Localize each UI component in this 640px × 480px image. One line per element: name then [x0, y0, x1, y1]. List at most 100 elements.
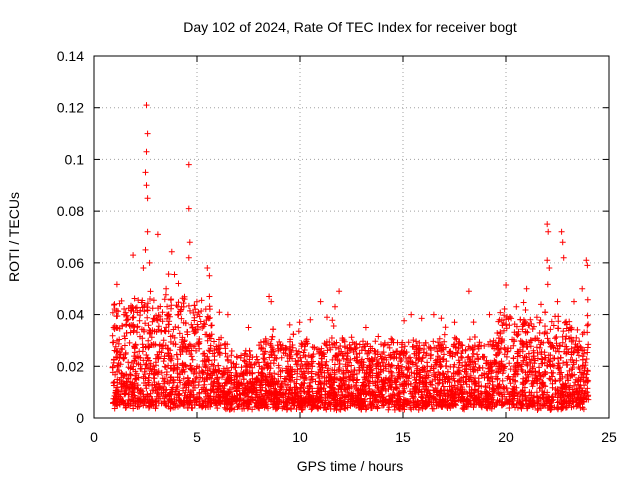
data-point [297, 396, 304, 403]
data-point [221, 383, 228, 389]
data-point [423, 383, 430, 390]
data-point [122, 383, 129, 390]
data-point [434, 359, 441, 366]
data-point [389, 372, 396, 379]
data-point [201, 361, 208, 368]
data-point [563, 383, 570, 390]
chart-title: Day 102 of 2024, Rate Of TEC Index for r… [183, 19, 517, 35]
data-point [353, 354, 360, 361]
data-point [459, 348, 466, 354]
data-point [172, 341, 179, 348]
data-point [348, 334, 355, 341]
data-point [520, 299, 527, 306]
y-tick-label: 0.12 [57, 100, 84, 116]
data-point [486, 377, 493, 384]
data-point [213, 402, 220, 409]
data-point [580, 398, 587, 405]
data-point [296, 319, 303, 326]
data-point [538, 373, 544, 380]
data-point [251, 361, 258, 368]
data-point [513, 303, 520, 310]
data-point [478, 404, 485, 411]
data-point [357, 386, 364, 393]
data-point [185, 161, 192, 168]
data-point [228, 372, 235, 379]
data-point [512, 364, 519, 371]
data-point [358, 362, 365, 369]
data-point [287, 338, 293, 345]
data-point [110, 359, 117, 366]
data-point [287, 384, 294, 391]
data-point [547, 358, 554, 365]
data-point [214, 374, 221, 381]
data-point [236, 385, 242, 392]
data-point [380, 342, 387, 349]
data-point [273, 378, 280, 385]
data-point [323, 374, 330, 381]
data-point [172, 401, 179, 407]
data-point [134, 403, 141, 410]
data-point [330, 323, 337, 329]
data-point [423, 350, 430, 357]
data-point [240, 400, 247, 407]
data-point [146, 259, 153, 266]
data-point [178, 339, 185, 346]
data-point [153, 381, 160, 388]
data-point [374, 374, 381, 381]
data-point [234, 373, 241, 379]
data-point [411, 388, 418, 395]
data-point [195, 339, 202, 346]
data-point [495, 384, 502, 391]
data-point [541, 368, 548, 375]
data-point [538, 301, 544, 308]
data-point [407, 402, 413, 409]
data-point [562, 343, 568, 350]
data-point [387, 368, 394, 375]
x-tick-label: 10 [292, 429, 308, 445]
data-point [298, 340, 305, 347]
data-point [286, 373, 293, 380]
data-point [215, 392, 222, 399]
data-point [151, 375, 158, 382]
data-point [260, 355, 267, 362]
data-point [118, 370, 125, 376]
data-point [583, 356, 590, 362]
data-point [158, 349, 165, 356]
data-point [215, 362, 222, 369]
data-point [536, 364, 543, 371]
data-point [520, 401, 527, 407]
data-point [563, 350, 570, 357]
data-point [559, 239, 566, 246]
data-point [515, 331, 522, 338]
data-point [155, 323, 162, 330]
data-point [451, 395, 458, 402]
data-point [331, 397, 337, 404]
data-point [202, 331, 209, 338]
data-point [114, 368, 121, 375]
data-point [174, 312, 181, 318]
data-point [245, 401, 252, 408]
data-point [455, 345, 462, 352]
data-point [567, 373, 574, 380]
data-point [555, 365, 562, 372]
data-point [139, 348, 146, 355]
data-point [294, 366, 301, 373]
data-point [466, 336, 473, 343]
data-point [184, 329, 191, 335]
data-point [536, 330, 543, 336]
data-point [171, 271, 178, 278]
data-point [554, 325, 561, 332]
data-point [459, 354, 466, 361]
data-point [388, 362, 395, 368]
data-point [157, 395, 164, 402]
data-point [215, 398, 222, 405]
data-point [533, 394, 540, 400]
data-point [297, 373, 304, 380]
data-point [204, 265, 211, 271]
data-point [131, 295, 138, 302]
data-point [457, 381, 464, 388]
data-point [141, 380, 147, 386]
data-point [581, 365, 588, 372]
data-point [121, 391, 128, 398]
data-point [125, 359, 132, 366]
